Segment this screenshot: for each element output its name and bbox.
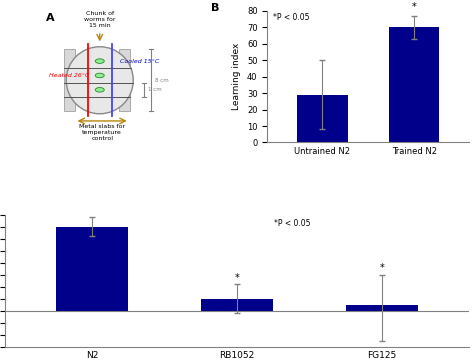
Bar	[55, 227, 128, 311]
Text: Chunk of
worms for
15 min: Chunk of worms for 15 min	[84, 11, 116, 27]
Text: *: *	[380, 263, 384, 273]
Bar	[119, 49, 130, 112]
Text: *P < 0.05: *P < 0.05	[273, 13, 310, 22]
Text: Cooled 15°C: Cooled 15°C	[120, 58, 159, 64]
Text: A: A	[46, 13, 55, 23]
Y-axis label: Learning index: Learning index	[232, 43, 241, 110]
Ellipse shape	[95, 88, 104, 92]
Bar	[389, 27, 439, 143]
Ellipse shape	[95, 59, 104, 64]
Text: Metal slabs for
temperature
control: Metal slabs for temperature control	[79, 124, 125, 140]
Text: B: B	[211, 3, 219, 13]
Text: Heated 26°C: Heated 26°C	[49, 73, 90, 78]
Text: 1 cm: 1 cm	[147, 87, 161, 92]
Text: *: *	[235, 273, 239, 283]
Bar	[201, 299, 273, 311]
Text: *: *	[412, 3, 417, 13]
Text: 8 cm: 8 cm	[155, 78, 169, 83]
Text: *P < 0.05: *P < 0.05	[274, 219, 310, 228]
Bar	[297, 95, 347, 143]
Circle shape	[66, 47, 133, 114]
Bar	[346, 305, 419, 311]
Bar	[64, 49, 74, 112]
Ellipse shape	[95, 73, 104, 78]
